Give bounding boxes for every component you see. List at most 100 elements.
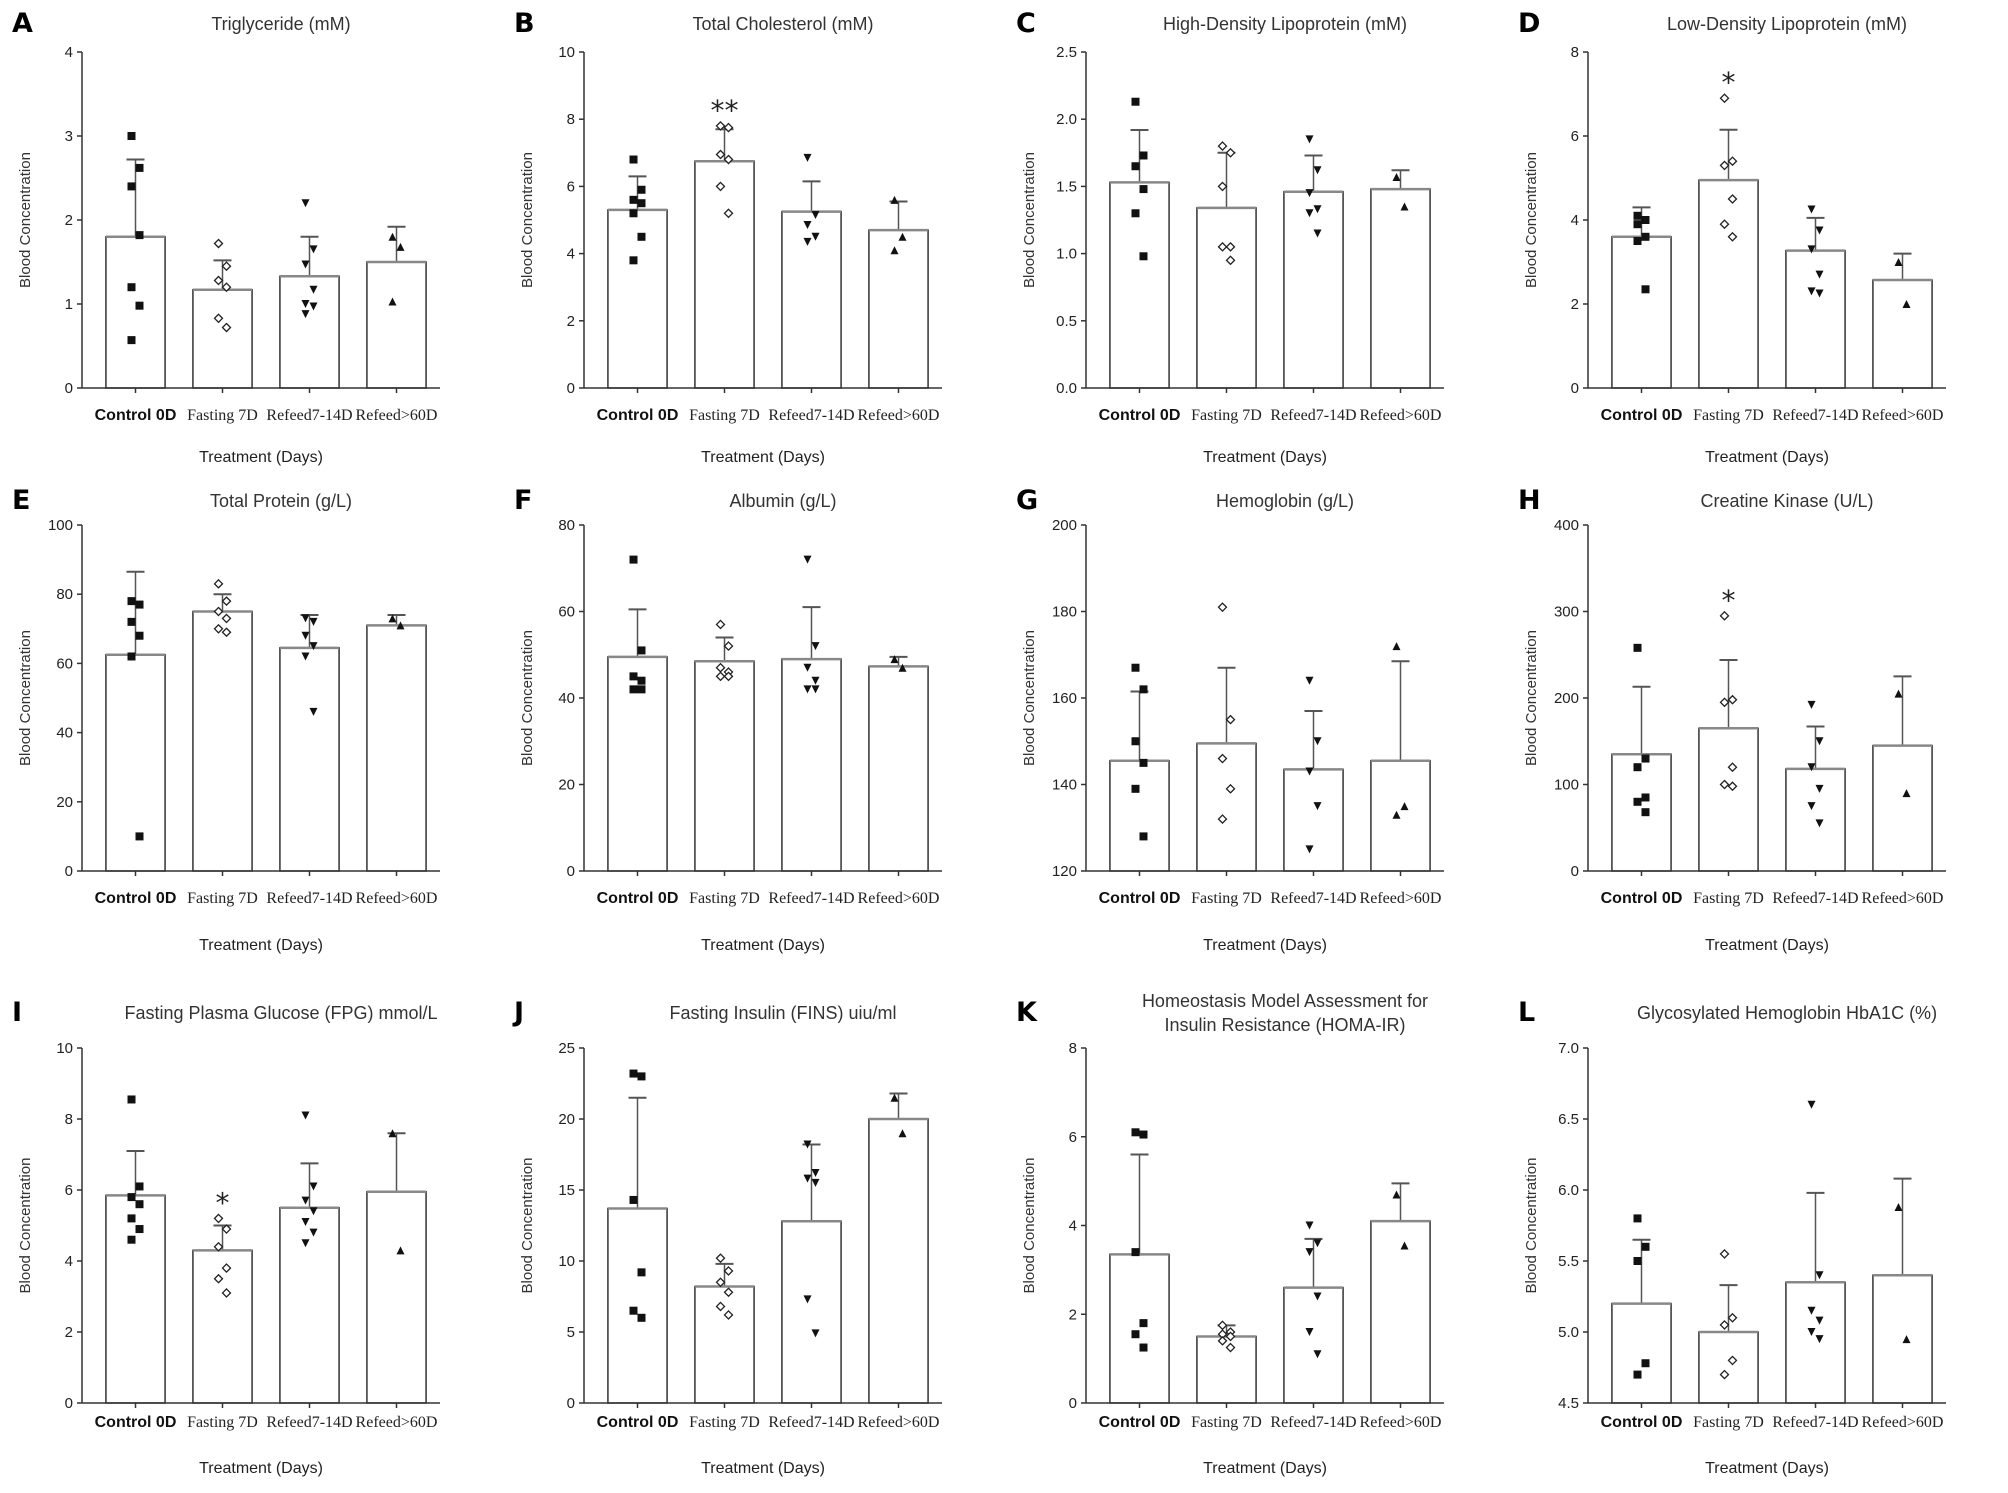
panel-letter: G [1016, 485, 1038, 516]
square-marker [135, 832, 144, 841]
diamond-marker [213, 1273, 224, 1284]
x-category-label: Refeed>60D [356, 407, 438, 424]
y-axis-label: Blood Concentration [17, 152, 34, 288]
x-category-label: Refeed7-14D [1270, 890, 1356, 907]
triangle-up-marker [1392, 642, 1401, 651]
triangle-up-marker [1400, 1241, 1409, 1250]
triangle-down-marker [1313, 166, 1322, 175]
y-tick-label: 4 [65, 1253, 73, 1270]
x-axis-label: Treatment (Days) [701, 449, 825, 466]
square-marker [127, 1214, 136, 1223]
diamond-marker [1719, 697, 1730, 708]
triangle-down-marker [811, 1329, 820, 1338]
x-category-label: Fasting 7D [689, 1414, 760, 1431]
triangle-down-marker [301, 1217, 310, 1226]
square-marker [629, 195, 638, 204]
panel-title: Albumin (g/L) [729, 491, 836, 511]
x-category-label: Control 0D [597, 407, 679, 424]
bar [781, 1220, 842, 1404]
triangle-up-marker [898, 663, 907, 672]
y-axis-label: Blood Concentration [1523, 152, 1540, 288]
significance-marker: ** [711, 94, 739, 127]
bar [279, 647, 340, 872]
diamond-marker [213, 313, 224, 324]
diamond-marker [723, 641, 734, 652]
triangle-up-marker [1400, 802, 1409, 811]
x-category-label: Refeed>60D [1862, 1414, 1944, 1431]
triangle-down-marker [301, 1239, 310, 1248]
triangle-up-marker [396, 242, 405, 251]
bar [1872, 1274, 1933, 1404]
panel-g: G Hemoglobin (g/L) 120 140 160 180 200 Blood Co… [1016, 485, 1444, 954]
square-marker [135, 231, 144, 240]
diamond-marker [1719, 1248, 1730, 1259]
y-axis-label: Blood Concentration [519, 152, 536, 288]
triangle-down-marker [301, 1196, 310, 1205]
y-tick-label: 200 [1554, 690, 1579, 707]
x-category-label: Refeed>60D [858, 1414, 940, 1431]
x-category-label: Refeed7-14D [768, 407, 854, 424]
x-category-label: Fasting 7D [1191, 407, 1262, 424]
x-axis-label: Treatment (Days) [1705, 1460, 1829, 1477]
y-tick-label: 200 [1052, 517, 1077, 534]
square-marker [1641, 808, 1650, 817]
triangle-up-marker [898, 1129, 907, 1138]
square-marker [1131, 1248, 1140, 1257]
square-marker [1139, 151, 1148, 160]
y-tick-label: 15 [558, 1182, 575, 1199]
triangle-down-marker [811, 210, 820, 219]
triangle-down-marker [803, 663, 812, 672]
triangle-down-marker [803, 1140, 812, 1149]
panel-b: B Total Cholesterol (mM) 0 2 4 6 8 10 Blood Conc… [514, 8, 942, 466]
triangle-down-marker [309, 302, 318, 311]
triangle-down-marker [1313, 737, 1322, 746]
y-axis-label: Blood Concentration [1523, 1158, 1540, 1294]
triangle-up-marker [1902, 300, 1911, 308]
x-category-label: Refeed7-14D [1270, 407, 1356, 424]
square-marker [629, 685, 638, 694]
x-category-label: Fasting 7D [187, 890, 258, 907]
diamond-marker [1225, 714, 1236, 725]
square-marker [629, 1306, 638, 1315]
y-tick-label: 2.0 [1056, 111, 1077, 128]
bar [1785, 249, 1846, 389]
triangle-down-marker [1815, 289, 1824, 298]
triangle-down-marker [301, 614, 310, 623]
diamond-marker [715, 121, 726, 131]
y-tick-label: 140 [1052, 777, 1077, 794]
y-tick-label: 5.0 [1558, 1324, 1579, 1341]
triangle-down-marker [309, 707, 318, 716]
x-category-label: Control 0D [95, 407, 177, 424]
square-marker [637, 1313, 646, 1322]
triangle-down-marker [1313, 205, 1322, 214]
square-marker [135, 301, 144, 310]
diamond-marker [715, 1301, 726, 1312]
bar [868, 1118, 929, 1404]
y-tick-label: 10 [558, 1253, 575, 1270]
y-tick-label: 1.0 [1056, 246, 1077, 263]
square-marker [1139, 758, 1148, 767]
triangle-down-marker [1807, 700, 1816, 709]
triangle-down-marker [301, 652, 310, 661]
square-marker [1139, 1343, 1148, 1352]
square-marker [1633, 797, 1642, 806]
y-tick-label: 10 [558, 44, 575, 61]
panel-title: Total Cholesterol (mM) [692, 14, 873, 34]
y-tick-label: 40 [558, 690, 575, 707]
x-category-label: Fasting 7D [689, 890, 760, 907]
triangle-up-marker [388, 614, 397, 623]
panel-e: E Total Protein (g/L) 0 20 40 60 80 100 Blood Co… [12, 485, 440, 954]
square-marker [1131, 162, 1140, 171]
bar [1109, 759, 1170, 872]
triangle-down-marker [1807, 1328, 1816, 1336]
significance-marker: * [1722, 584, 1736, 617]
triangle-down-marker [1815, 1271, 1824, 1280]
triangle-up-marker [388, 297, 397, 306]
triangle-up-marker [1902, 1335, 1911, 1344]
square-marker [637, 1072, 646, 1081]
square-marker [127, 1235, 136, 1244]
diamond-marker [723, 671, 734, 682]
y-tick-label: 0 [65, 1395, 73, 1412]
x-category-label: Control 0D [1099, 890, 1181, 907]
